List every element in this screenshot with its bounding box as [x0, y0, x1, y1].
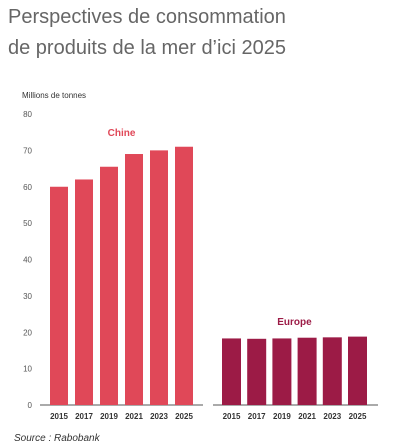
x-tick-label: 2019 [100, 412, 118, 421]
x-tick-label: 2021 [125, 412, 143, 421]
bar-chine-2019 [100, 166, 118, 405]
y-tick-label: 50 [23, 219, 32, 228]
bar-chine-2015 [50, 186, 68, 405]
x-tick-label: 2015 [50, 412, 68, 421]
chart-title: Perspectives de consommation de produits… [8, 2, 398, 64]
title-line-1: Perspectives de consommation [8, 6, 286, 28]
bar-europe-2025 [348, 336, 367, 405]
bar-europe-2019 [272, 338, 292, 405]
x-tick-label: 2019 [273, 412, 291, 421]
bar-chine-2021 [125, 154, 143, 405]
bar-chine-2023 [150, 150, 168, 405]
y-tick-label: 70 [23, 146, 32, 155]
y-tick-label: 80 [23, 110, 32, 119]
x-tick-label: 2023 [323, 412, 341, 421]
bar-europe-2015 [222, 338, 241, 405]
bar-europe-2017 [247, 338, 267, 405]
bar-chine-2025 [175, 146, 193, 406]
series-label-chine: Chine [108, 128, 136, 139]
x-tick-label: 2017 [75, 412, 93, 421]
bar-chine-2017 [75, 179, 93, 405]
x-tick-label: 2023 [150, 412, 168, 421]
bar-europe-2021 [297, 337, 317, 405]
series-label-europe: Europe [277, 317, 312, 328]
y-axis-label: Millions de tonnes [22, 91, 86, 100]
y-tick-label: 40 [23, 256, 32, 265]
x-tick-label: 2025 [349, 412, 367, 421]
source-note: Source : Rabobank [14, 433, 100, 444]
y-tick-label: 10 [23, 365, 32, 374]
x-tick-label: 2021 [298, 412, 316, 421]
bar-europe-2023 [322, 337, 342, 405]
title-line-2: de produits de la mer d’ici 2025 [8, 37, 286, 59]
x-tick-label: 2017 [248, 412, 266, 421]
y-tick-label: 0 [28, 401, 33, 410]
y-tick-label: 30 [23, 292, 32, 301]
y-tick-label: 20 [23, 328, 32, 337]
x-tick-label: 2025 [175, 412, 193, 421]
y-tick-label: 60 [23, 183, 32, 192]
x-tick-label: 2015 [223, 412, 241, 421]
